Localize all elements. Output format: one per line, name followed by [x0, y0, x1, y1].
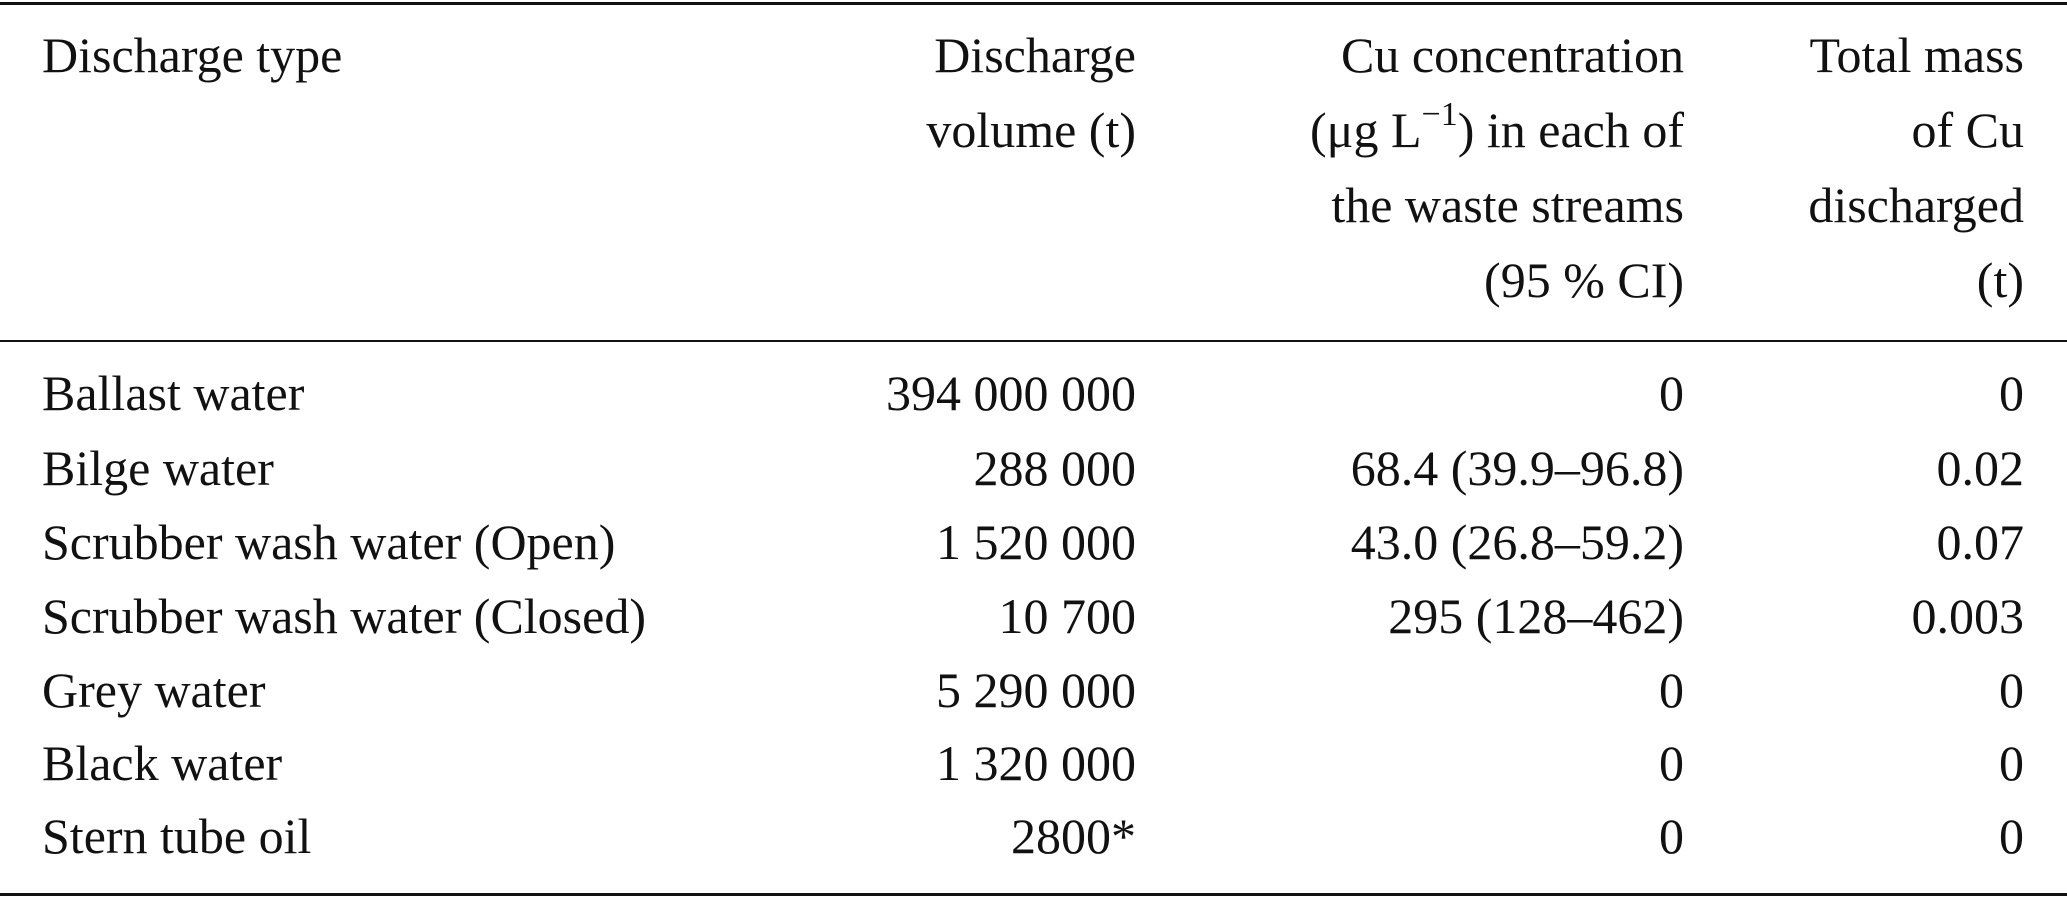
table-cell: 295 (128–462) — [1388, 588, 1684, 644]
header-cell: the waste streams — [1331, 177, 1684, 233]
table-cell: 394 000 000 — [886, 365, 1136, 421]
table-cell: 0 — [1659, 808, 1684, 864]
table-cell: 0 — [1999, 808, 2024, 864]
header-cell: Discharge type — [42, 27, 343, 83]
superscript: −1 — [1421, 96, 1458, 133]
row-label: Scrubber wash water (Closed) — [42, 588, 646, 644]
table-cell: 0 — [1999, 735, 2024, 791]
table-cell: 0.003 — [1911, 588, 2025, 644]
table-cell: 0 — [1659, 662, 1684, 718]
table-cell: 0 — [1659, 365, 1684, 421]
table-cell: 0 — [1999, 365, 2024, 421]
table-cell: 0 — [1999, 662, 2024, 718]
mid-rule — [0, 340, 2067, 342]
table-cell: 0.02 — [1936, 440, 2025, 496]
header-cell: discharged — [1808, 177, 2024, 233]
row-label: Grey water — [42, 662, 266, 718]
table-cell: 5 290 000 — [936, 662, 1136, 718]
header-cell: Cu concentration — [1341, 27, 1684, 83]
table-cell: 43.0 (26.8–59.2) — [1350, 514, 1684, 570]
table-cell: 2800* — [1011, 808, 1136, 864]
row-label: Black water — [42, 735, 283, 791]
row-label: Scrubber wash water (Open) — [42, 514, 616, 570]
table-cell: 10 700 — [998, 588, 1137, 644]
table-cell: 288 000 — [973, 440, 1137, 496]
row-label: Ballast water — [42, 365, 305, 421]
header-cell: (t) — [1976, 252, 2024, 308]
header-cell: of Cu — [1911, 102, 2025, 158]
header-cell: Total mass — [1809, 27, 2024, 83]
header-cell: volume (t) — [926, 102, 1136, 158]
top-rule — [0, 2, 2067, 5]
table-cell: 68.4 (39.9–96.8) — [1350, 440, 1684, 496]
table-cell: 0.07 — [1936, 514, 2025, 570]
bottom-rule — [0, 893, 2067, 896]
table-cell: 0 — [1659, 735, 1684, 791]
header-cell: Discharge — [934, 27, 1136, 83]
header-text: (μg L — [1310, 102, 1422, 158]
row-label: Bilge water — [42, 440, 274, 496]
header-cell: (μg L−1) in each of — [1310, 93, 1684, 168]
table-cell: 1 520 000 — [936, 514, 1136, 570]
header-cell: (95 % CI) — [1484, 252, 1684, 308]
row-label: Stern tube oil — [42, 808, 312, 864]
header-text: ) in each of — [1457, 102, 1684, 158]
table-cell: 1 320 000 — [936, 735, 1136, 791]
